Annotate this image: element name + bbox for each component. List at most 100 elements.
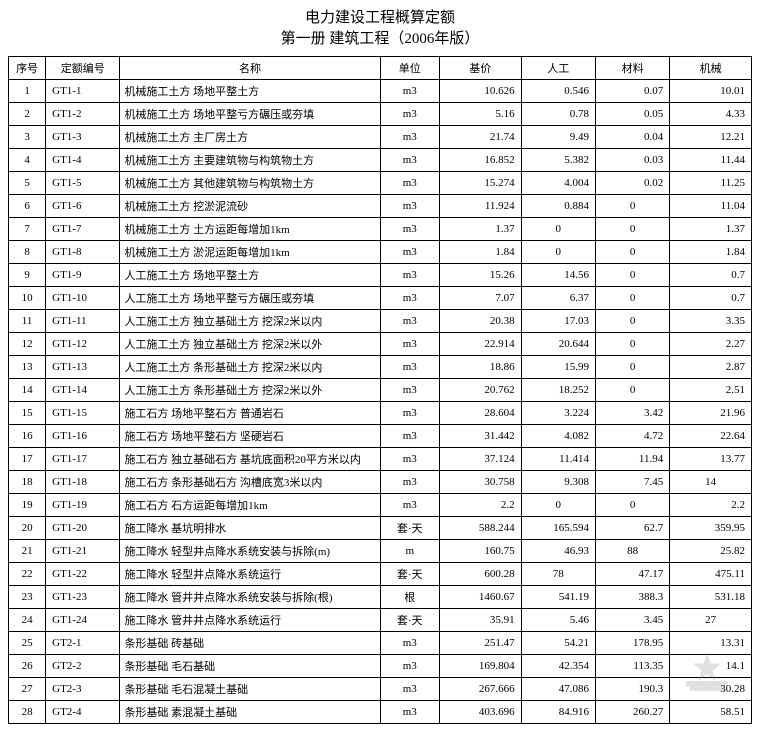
cell: 30.758 (439, 471, 521, 494)
cell: GT1-21 (46, 540, 120, 563)
table-row: 17GT1-17施工石方 独立基础石方 基坑底面积20平方米以内m337.124… (9, 448, 752, 471)
cell: 条形基础 毛石混凝土基础 (120, 678, 380, 701)
cell: 人工施工土方 独立基础土方 挖深2米以外 (120, 333, 380, 356)
cell: m3 (380, 172, 439, 195)
cell: 根 (380, 586, 439, 609)
cell: 条形基础 砖基础 (120, 632, 380, 655)
cell: 9 (9, 264, 46, 287)
cell: 24 (9, 609, 46, 632)
cell: m3 (380, 448, 439, 471)
cell: 4.082 (521, 425, 595, 448)
cell: 5.46 (521, 609, 595, 632)
title-block: 电力建设工程概算定额 第一册 建筑工程（2006年版） (8, 8, 752, 50)
cell: 11.25 (670, 172, 752, 195)
cell: 267.666 (439, 678, 521, 701)
cell: 20 (9, 517, 46, 540)
table-row: 1GT1-1机械施工土方 场地平整土方m310.6260.5460.0710.0… (9, 80, 752, 103)
cell: 0.7 (670, 287, 752, 310)
cell: 机械施工土方 场地平整土方 (120, 80, 380, 103)
cell: 人工施工土方 场地平整土方 (120, 264, 380, 287)
cell: 13.77 (670, 448, 752, 471)
cell: m3 (380, 126, 439, 149)
cell: 0.07 (595, 80, 669, 103)
cell: m3 (380, 379, 439, 402)
table-row: 9GT1-9人工施工土方 场地平整土方m315.2614.5600.7 (9, 264, 752, 287)
col-header: 定额编号 (46, 57, 120, 80)
cell: 35.91 (439, 609, 521, 632)
cell: 4 (9, 149, 46, 172)
cell: 113.35 (595, 655, 669, 678)
cell: 14.56 (521, 264, 595, 287)
cell: GT1-16 (46, 425, 120, 448)
cell: 0 (595, 379, 669, 402)
table-row: 11GT1-11人工施工土方 独立基础土方 挖深2米以内m320.3817.03… (9, 310, 752, 333)
cell: 10.01 (670, 80, 752, 103)
cell: m3 (380, 701, 439, 724)
cell: 11.94 (595, 448, 669, 471)
cell: 施工石方 场地平整石方 坚硬岩石 (120, 425, 380, 448)
cell: 84.916 (521, 701, 595, 724)
cell: 机械施工土方 主厂房土方 (120, 126, 380, 149)
cell: m3 (380, 264, 439, 287)
cell: m3 (380, 103, 439, 126)
cell: m3 (380, 655, 439, 678)
table-row: 22GT1-22施工降水 轻型井点降水系统运行套·天600.287847.174… (9, 563, 752, 586)
cell: 9.308 (521, 471, 595, 494)
table-row: 20GT1-20施工降水 基坑明排水套·天588.244165.59462.73… (9, 517, 752, 540)
table-row: 5GT1-5机械施工土方 其他建筑物与构筑物土方m315.2744.0040.0… (9, 172, 752, 195)
cell: GT2-4 (46, 701, 120, 724)
cell: m3 (380, 425, 439, 448)
table-row: 25GT2-1条形基础 砖基础m3251.4754.21178.9513.31 (9, 632, 752, 655)
cell: 0 (595, 494, 669, 517)
col-header: 单位 (380, 57, 439, 80)
cell: 20.762 (439, 379, 521, 402)
cell: GT2-3 (46, 678, 120, 701)
cell: 388.3 (595, 586, 669, 609)
table-row: 26GT2-2条形基础 毛石基础m3169.80442.354113.3514.… (9, 655, 752, 678)
cell: 16 (9, 425, 46, 448)
cell: 14 (9, 379, 46, 402)
cell: 6.37 (521, 287, 595, 310)
cell: 21.96 (670, 402, 752, 425)
cell: 190.3 (595, 678, 669, 701)
cell: 0 (595, 287, 669, 310)
cell: 23 (9, 586, 46, 609)
cell: 22.914 (439, 333, 521, 356)
cell: 17 (9, 448, 46, 471)
cell: 30.28 (670, 678, 752, 701)
cell: 20.38 (439, 310, 521, 333)
cell: 14.1 (670, 655, 752, 678)
cell: 27 (670, 609, 752, 632)
cell: 22 (9, 563, 46, 586)
cell: GT1-6 (46, 195, 120, 218)
cell: 13.31 (670, 632, 752, 655)
cell: GT1-14 (46, 379, 120, 402)
cell: 5 (9, 172, 46, 195)
cell: 0 (521, 241, 595, 264)
cell: 2.87 (670, 356, 752, 379)
cell: m (380, 540, 439, 563)
cell: 0 (595, 218, 669, 241)
cell: 1460.67 (439, 586, 521, 609)
cell: 2.51 (670, 379, 752, 402)
table-row: 16GT1-16施工石方 场地平整石方 坚硬岩石m331.4424.0824.7… (9, 425, 752, 448)
cell: 人工施工土方 场地平整亏方碾压或夯填 (120, 287, 380, 310)
cell: 1.84 (670, 241, 752, 264)
cell: 施工石方 条形基础石方 沟槽底宽3米以内 (120, 471, 380, 494)
cell: 机械施工土方 主要建筑物与构筑物土方 (120, 149, 380, 172)
cell: 7.07 (439, 287, 521, 310)
cell: 1.84 (439, 241, 521, 264)
cell: 165.594 (521, 517, 595, 540)
cell: GT1-12 (46, 333, 120, 356)
cell: 21.74 (439, 126, 521, 149)
cell: 18.252 (521, 379, 595, 402)
cell: 42.354 (521, 655, 595, 678)
table-row: 4GT1-4机械施工土方 主要建筑物与构筑物土方m316.8525.3820.0… (9, 149, 752, 172)
cell: 机械施工土方 其他建筑物与构筑物土方 (120, 172, 380, 195)
cell: 7 (9, 218, 46, 241)
cell: 18 (9, 471, 46, 494)
cell: m3 (380, 471, 439, 494)
cell: 0 (595, 195, 669, 218)
cell: 12.21 (670, 126, 752, 149)
cell: m3 (380, 356, 439, 379)
